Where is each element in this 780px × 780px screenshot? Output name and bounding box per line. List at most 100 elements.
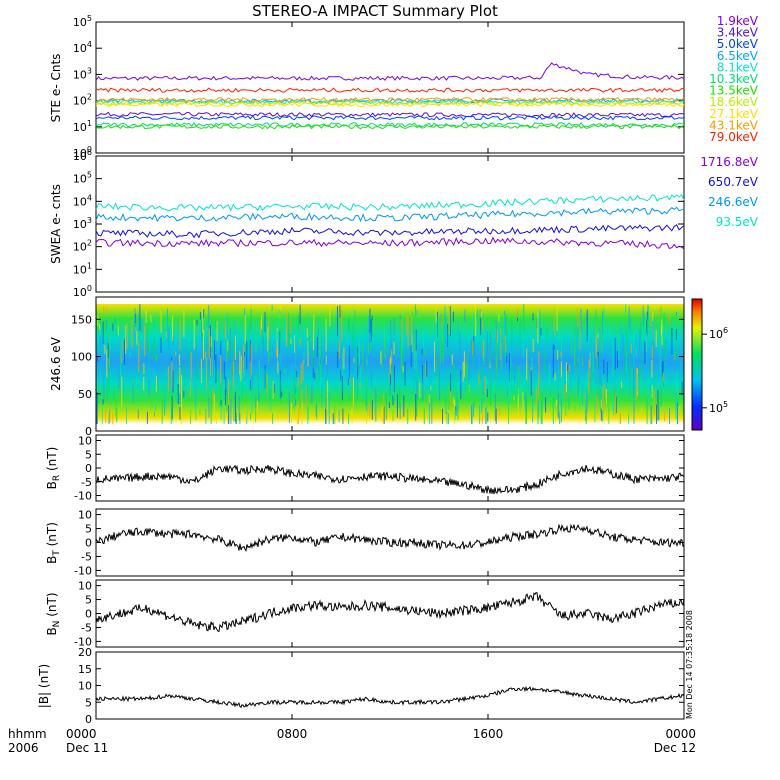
- y-tick-label: 0: [85, 537, 92, 550]
- y-tick-label: 102: [73, 239, 92, 254]
- legend-label-18.6keV: 18.6keV: [709, 95, 759, 109]
- series-line-18.6keV: [95, 100, 685, 106]
- series-line-79.0keV: [95, 87, 685, 93]
- y-tick-label: -10: [74, 635, 92, 648]
- y-tick-label: -10: [74, 564, 92, 577]
- br-ylabel: BR (nT): [45, 447, 62, 490]
- pad-colorbar: [691, 298, 703, 431]
- series-line-3.4keV: [95, 111, 685, 118]
- y-tick-label: 102: [73, 93, 92, 108]
- ste-ylabel: STE e- Cnts: [49, 54, 63, 123]
- y-tick-label: 100: [73, 284, 92, 299]
- swea-legend: 1716.8eV 650.7eV 246.6eV 93.5eV: [700, 155, 758, 229]
- y-tick-label: 103: [73, 216, 92, 231]
- legend-label-8.1keV: 8.1keV: [717, 60, 759, 74]
- y-tick-label: 103: [73, 66, 92, 81]
- swea-frame: [95, 155, 685, 293]
- series-line-246.6eV: [95, 206, 685, 223]
- x-tick-label: 0800: [277, 727, 308, 741]
- ste-legend: 1.9keV3.4keV5.0keV6.5keV8.1keV10.3keV13.…: [709, 14, 759, 144]
- y-tick-label: -5: [81, 550, 92, 563]
- y-tick-label: 10: [78, 580, 92, 593]
- pad-heatmap-streaks: [96, 304, 684, 424]
- time-corner-year: 2006: [8, 741, 39, 755]
- bmag-ylabel: |B| (nT): [37, 664, 51, 708]
- y-tick-label: -5: [81, 476, 92, 489]
- legend-label-6.5keV: 6.5keV: [717, 49, 759, 63]
- y-tick-label: 106: [73, 148, 92, 163]
- y-tick-label: 5: [85, 594, 92, 607]
- colorbar-tick-label: 106: [709, 326, 728, 341]
- y-tick-label: 0: [85, 462, 92, 475]
- y-tick-label: 50: [78, 388, 92, 401]
- legend-label-3.4keV: 3.4keV: [717, 26, 759, 40]
- legend-label-1.9keV: 1.9keV: [717, 14, 759, 28]
- y-tick-label: 100: [71, 351, 92, 364]
- legend-label-79.0keV: 79.0keV: [709, 130, 759, 144]
- y-tick-label: 105: [73, 171, 92, 186]
- series-line-10.3keV: [95, 122, 685, 128]
- y-tick-label: 104: [73, 193, 92, 208]
- bn-series-line: [95, 592, 685, 632]
- ste-frame: [95, 21, 685, 154]
- series-line-5.0keV: [95, 115, 685, 121]
- x-tick-date-label: Dec 12: [654, 741, 696, 755]
- y-tick-label: 105: [73, 14, 92, 29]
- y-tick-label: 5: [85, 696, 92, 709]
- br-series-line: [95, 464, 685, 495]
- series-line-93.5eV: [95, 193, 685, 212]
- y-tick-label: 5: [85, 523, 92, 536]
- y-tick-label: 0: [85, 608, 92, 621]
- y-tick-label: -5: [81, 621, 92, 634]
- y-tick-label: 101: [73, 119, 92, 134]
- series-line-43.1keV: [95, 96, 685, 103]
- pad-ylabel: 246.6 eV: [49, 336, 63, 391]
- series-line-1.9keV: [95, 62, 685, 81]
- y-tick-label: 10: [78, 509, 92, 522]
- series-line-27.1keV: [95, 102, 684, 108]
- legend-label-5.0keV: 5.0keV: [717, 37, 759, 51]
- legend-label-1716.8eV: 1716.8eV: [700, 155, 758, 169]
- bn-ylabel: BN (nT): [45, 592, 62, 635]
- panel-pad: 0 50 100 150 246.6 eV 105 106: [49, 296, 728, 438]
- br-ylabel-text: BR (nT): [45, 447, 62, 490]
- y-tick-label: 10: [78, 680, 92, 693]
- legend-label-10.3keV: 10.3keV: [709, 72, 759, 86]
- bmag-frame: [95, 651, 685, 720]
- swea-series: [95, 193, 685, 250]
- y-tick-label: 15: [78, 663, 92, 676]
- legend-label-43.1keV: 43.1keV: [709, 118, 759, 132]
- x-tick-label: 1600: [473, 727, 504, 741]
- y-tick-label: 0: [85, 425, 92, 438]
- y-tick-label: 104: [73, 40, 92, 55]
- legend-label-246.6eV: 246.6eV: [708, 195, 759, 209]
- y-tick-label: -10: [74, 490, 92, 503]
- y-tick-label: 10: [78, 435, 92, 448]
- bt-frame: [95, 508, 685, 577]
- plot-title: STEREO-A IMPACT Summary Plot: [252, 2, 498, 20]
- bmag-series-line: [95, 685, 685, 709]
- y-tick-label: 5: [85, 448, 92, 461]
- series-line-1716.8eV: [95, 236, 685, 250]
- panel-bmag: 0 5 10 15 20 |B| (nT): [37, 646, 685, 726]
- legend-label-13.5keV: 13.5keV: [709, 84, 759, 98]
- legend-label-93.5eV: 93.5eV: [716, 215, 759, 229]
- bt-series-line: [95, 523, 685, 553]
- series-line-650.7eV: [95, 224, 685, 239]
- y-tick-label: 150: [71, 313, 92, 326]
- bmag-y-ticks: 0 5 10 15 20: [78, 646, 684, 726]
- y-tick-label: 20: [78, 646, 92, 659]
- br-frame: [95, 434, 685, 502]
- x-tick-label: 0000: [66, 727, 97, 741]
- pad-y-ticks: 0 50 100 150: [71, 313, 684, 438]
- legend-label-27.1keV: 27.1keV: [709, 107, 759, 121]
- bt-ylabel: BT (nT): [45, 522, 62, 564]
- swea-ylabel: SWEA e- cnts: [49, 184, 63, 264]
- series-line-13.5keV: [95, 124, 685, 130]
